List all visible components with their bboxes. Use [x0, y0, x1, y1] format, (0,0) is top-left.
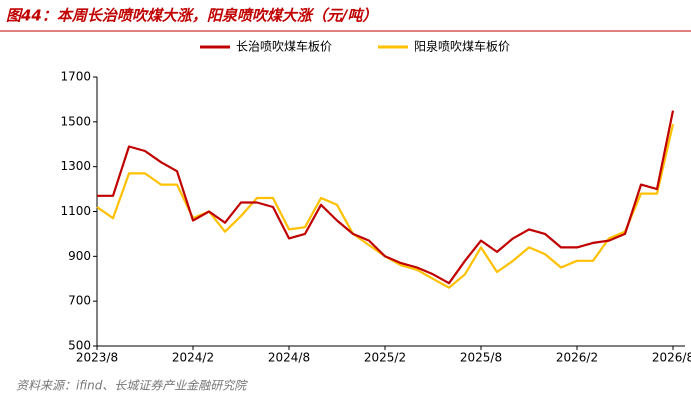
series-line	[96, 123, 675, 289]
x-tick-label: 2024/2	[172, 351, 214, 365]
source-note: 资料来源：ifind、长城证券产业金融研究院	[16, 379, 248, 393]
legend-label: 阳泉喷吹煤车板价	[414, 39, 510, 54]
chart-title: 图44：本周长治喷吹煤大涨，阳泉喷吹煤大涨（元/吨）	[6, 7, 377, 25]
legend-label: 长治喷吹煤车板价	[236, 39, 332, 54]
x-tick-label: 2025/2	[364, 351, 406, 365]
series-line	[97, 110, 675, 285]
y-tick-label: 700	[68, 294, 91, 308]
x-tick-label: 2024/8	[268, 351, 310, 365]
y-tick-label: 1500	[60, 114, 91, 128]
x-tick-label: 2026/8	[652, 351, 691, 365]
y-tick-label: 900	[68, 249, 91, 263]
x-tick-label: 2025/8	[460, 351, 502, 365]
y-tick-label: 500	[68, 339, 91, 353]
x-tick-label: 2026/2	[556, 351, 598, 365]
y-tick-label: 1100	[60, 204, 91, 218]
y-tick-label: 1300	[60, 159, 91, 173]
x-tick-label: 2023/8	[76, 351, 118, 365]
y-tick-label: 1700	[60, 70, 91, 84]
